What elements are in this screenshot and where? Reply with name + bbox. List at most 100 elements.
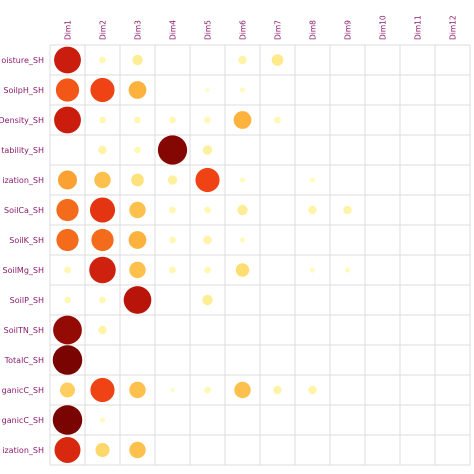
column-label: Dim2 [99,20,108,40]
circles [52,46,352,463]
correlation-circle [271,54,284,66]
correlation-circle [128,81,147,99]
correlation-circle [343,205,352,215]
correlation-circle [239,87,246,93]
correlation-circle [60,382,75,398]
correlation-circle [169,116,176,124]
correlation-circle [129,201,146,219]
column-label: Dim3 [134,20,143,40]
row-label: SoilTN_SH [4,326,44,335]
correlation-circle [274,116,281,124]
correlation-circle [169,206,176,214]
column-label: Dim12 [449,15,458,40]
correlation-circle [134,116,141,124]
correlation-circle [203,235,212,245]
correlation-circle [238,55,247,65]
correlation-circle [132,54,143,66]
row-label: SoilP_SH [10,296,44,305]
correlation-circle [273,385,282,395]
correlation-circle [89,197,116,223]
correlation-circle [235,263,250,277]
correlation-circle [204,386,211,394]
column-label: Dim6 [239,20,248,40]
correlation-circle [308,205,317,215]
correlation-circle [204,266,211,274]
row-label: ization_SH [2,446,44,455]
correlation-circle [239,237,246,243]
column-label: Dim5 [204,20,213,40]
row-label: oisture_SH [1,56,44,65]
row-label: SoilCa_SH [4,206,44,215]
row-label: Density_SH [0,116,44,125]
correlation-circle [129,381,146,399]
correlation-circle [52,345,83,375]
correlation-circle [309,267,316,273]
correlation-circle [202,294,213,306]
column-label: Dim4 [169,20,178,40]
correlation-circle [234,381,251,399]
row-label: ization_SH [2,176,44,185]
column-label: Dim9 [344,20,353,40]
correlation-circle [99,116,106,124]
correlation-circle [202,145,213,155]
correlation-circle [55,78,80,102]
correlation-circle [204,116,211,124]
correlation-circle [56,198,79,222]
correlation-circle [204,206,211,214]
correlation-circle [90,77,115,103]
correlation-circle [64,266,71,274]
column-label: Dim11 [414,15,423,40]
correlation-circle [131,173,144,187]
correlation-circle [99,56,106,64]
correlation-circle [99,417,106,423]
row-label: SoilMg_SH [3,266,45,275]
correlation-circle [90,377,115,403]
correlation-circle [98,325,107,335]
correlation-circle [344,267,351,273]
column-label: Dim1 [64,20,73,40]
correlation-circle [169,266,176,274]
correlation-circle [237,204,248,216]
column-label: Dim10 [379,15,388,40]
correlation-circle [52,405,83,435]
correlation-circle [58,170,77,190]
correlation-circle [99,296,106,304]
correlation-circle [95,442,110,458]
correlation-circle [129,441,146,459]
correlation-circle [94,171,111,189]
grid [49,44,471,466]
correlation-circle [170,387,175,393]
row-labels: oisture_SH SoilpH_SH Density_SH tability_SH… [0,56,44,455]
correlation-circle [308,385,317,395]
row-label: ganicC_SH [2,386,44,395]
correlation-circle [167,175,178,185]
column-label: Dim8 [309,20,318,40]
correlation-circle [123,286,152,314]
correlation-circle [134,146,141,154]
correlation-circle [64,296,71,304]
row-label: tability_SH [1,146,44,155]
correlation-circle [205,87,210,93]
correlation-circle [169,236,176,244]
correlation-circle [239,177,246,183]
row-label: TotalC_SH [4,356,44,365]
column-labels: Dim1 Dim2 Dim3 Dim4 Dim5 Dim6 Dim7 Dim8 Dim9 Dim1… [64,15,458,40]
row-label: ganicC_SH [2,416,44,425]
correlation-circle [195,167,220,193]
correlation-circle [89,256,116,284]
correlation-circle [54,437,81,463]
correlation-circle [54,46,81,74]
correlation-circle [91,228,114,252]
row-label: SoilK_SH [9,236,44,245]
correlation-circle [98,145,107,155]
correlation-circle [309,177,316,183]
correlation-circle [56,228,79,252]
correlation-circle [54,106,81,134]
correlation-circle [233,111,252,129]
correlation-circle [128,231,147,249]
correlation-circle [53,315,82,345]
correlation-circle [157,135,188,165]
row-label: SoilpH_SH [3,86,44,95]
column-label: Dim7 [274,20,283,40]
